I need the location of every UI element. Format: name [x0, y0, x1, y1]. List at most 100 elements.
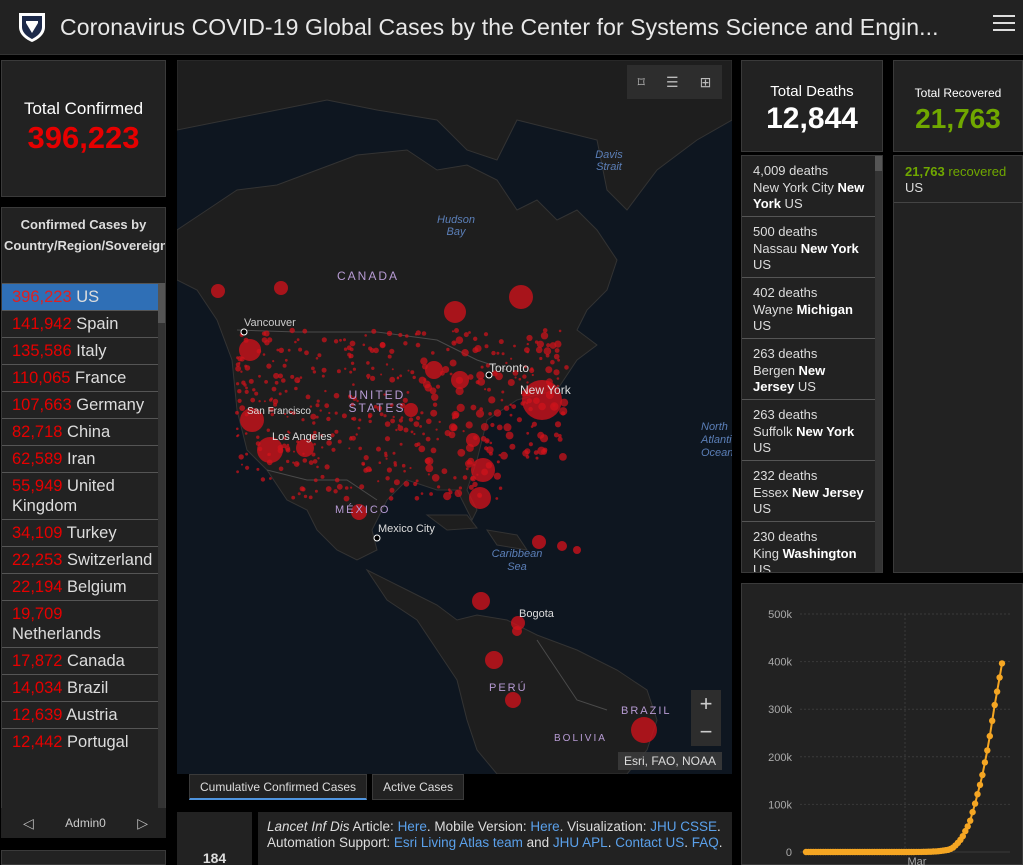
- lancet-text: Lancet Inf Dis: [267, 819, 350, 834]
- country-name: Portugal: [62, 733, 129, 751]
- data-point[interactable]: [976, 781, 984, 789]
- deaths-list-scrollbar[interactable]: [875, 156, 882, 572]
- total-recovered-value: 21,763: [915, 103, 1001, 134]
- jhu-apl-link[interactable]: JHU APL: [552, 835, 608, 850]
- data-point[interactable]: [986, 732, 993, 740]
- data-point[interactable]: [959, 833, 966, 840]
- death-count: 402 deaths: [753, 285, 818, 300]
- tab-cumulative-confirmed[interactable]: Cumulative Confirmed Cases: [189, 774, 368, 800]
- countries-count: 184: [177, 812, 252, 865]
- data-point[interactable]: [981, 759, 989, 766]
- list-item[interactable]: 34,109 Turkey: [2, 519, 159, 546]
- country-count: 12,442: [12, 733, 63, 751]
- hamburger-menu-icon[interactable]: [993, 15, 1015, 35]
- info-text: .: [718, 835, 723, 850]
- list-item[interactable]: 12,442 Portugal: [2, 728, 159, 755]
- list-item[interactable]: 402 deaths Wayne Michigan US: [742, 278, 876, 339]
- pager-prev-icon[interactable]: ◁: [23, 814, 34, 831]
- total-confirmed-panel: Total Confirmed 396,223: [1, 60, 166, 197]
- world-map[interactable]: Davis Strait Hudson Bay CANADA Vancouver…: [177, 60, 732, 774]
- list-item[interactable]: 22,253 Switzerland: [2, 546, 159, 573]
- data-point[interactable]: [964, 823, 971, 830]
- list-item[interactable]: 263 deaths Suffolk New York US: [742, 400, 876, 461]
- pager-next-icon[interactable]: ▷: [137, 814, 148, 831]
- map-label-san-francisco: San Francisco: [247, 406, 311, 417]
- info-text: .: [684, 835, 692, 850]
- death-country: US: [753, 501, 772, 516]
- total-deaths-value: 12,844: [766, 102, 858, 135]
- info-text: Article:: [349, 819, 398, 834]
- country-name: Iran: [62, 450, 96, 468]
- list-item[interactable]: 500 deaths Nassau New York US: [742, 217, 876, 278]
- death-place: Wayne: [753, 301, 797, 317]
- contact-us-link[interactable]: Contact US: [615, 835, 685, 850]
- article-link[interactable]: Here: [397, 819, 427, 834]
- death-count: 263 deaths: [753, 407, 818, 422]
- country-name: Austria: [62, 706, 118, 724]
- list-pager: ◁ Admin0 ▷: [1, 808, 166, 838]
- list-item[interactable]: 14,034 Brazil: [2, 674, 159, 701]
- data-point[interactable]: [991, 701, 998, 709]
- legend-list-icon[interactable]: ☰: [665, 73, 679, 90]
- country-name: Italy: [71, 342, 107, 360]
- list-item[interactable]: 263 deaths Bergen New Jersey US: [742, 339, 876, 400]
- list-item[interactable]: 141,942 Spain: [2, 310, 159, 337]
- list-item[interactable]: 55,949 United Kingdom: [2, 472, 159, 519]
- zoom-in-button[interactable]: +: [699, 691, 713, 716]
- country-count: 19,709: [12, 605, 63, 623]
- data-point[interactable]: [996, 674, 1003, 681]
- list-item[interactable]: 135,586 Italy: [2, 337, 159, 364]
- series-line: [806, 663, 1003, 853]
- data-point[interactable]: [979, 771, 986, 779]
- mobile-version-link[interactable]: Here: [530, 819, 560, 834]
- list-item[interactable]: 232 deaths Essex New Jersey US: [742, 461, 876, 522]
- recovered-list-panel: 21,763 recovered US: [893, 155, 1023, 573]
- list-item[interactable]: 19,709 Netherlands: [2, 600, 159, 647]
- recovered-suffix: recovered: [948, 164, 1007, 179]
- zoom-out-button[interactable]: −: [699, 719, 713, 744]
- basemap-gallery-icon[interactable]: ⊞: [699, 73, 712, 90]
- list-item[interactable]: 21,763 recovered US: [894, 156, 1022, 203]
- country-name: Turkey: [62, 524, 117, 542]
- faq-link[interactable]: FAQ: [691, 835, 719, 850]
- list-item[interactable]: 82,718 China: [2, 418, 159, 445]
- list-item[interactable]: 396,223 US: [2, 283, 159, 310]
- data-point[interactable]: [993, 688, 1001, 695]
- map-label-los-angeles: Los Angeles: [272, 431, 332, 443]
- country-name: US: [71, 288, 100, 306]
- country-count: 14,034: [12, 679, 63, 697]
- data-point[interactable]: [989, 717, 996, 724]
- death-state: New York: [753, 179, 865, 212]
- country-count: 12,639: [12, 706, 63, 724]
- data-point[interactable]: [984, 747, 991, 754]
- data-point[interactable]: [969, 808, 976, 816]
- country-name: China: [62, 423, 111, 441]
- country-count: 396,223: [12, 288, 72, 306]
- data-point[interactable]: [971, 800, 979, 807]
- list-item[interactable]: 22,194 Belgium: [2, 573, 159, 600]
- data-point[interactable]: [998, 660, 1006, 667]
- map-label-atlantic: North Atlantic Ocean: [701, 421, 732, 459]
- death-count: 232 deaths: [753, 468, 818, 483]
- jhu-csse-link[interactable]: JHU CSSE: [650, 819, 717, 834]
- chart-canvas: 0 100k 200k 300k 400k 500k Mar: [768, 609, 1010, 865]
- list-item[interactable]: 107,663 Germany: [2, 391, 159, 418]
- data-point[interactable]: [962, 827, 969, 835]
- data-point[interactable]: [974, 791, 981, 798]
- list-item[interactable]: 62,589 Iran: [2, 445, 159, 472]
- country-list-panel: Confirmed Cases by Country/Region/Sovere…: [1, 207, 166, 812]
- list-item[interactable]: 230 deaths King Washington US: [742, 522, 876, 572]
- tab-active-cases[interactable]: Active Cases: [372, 774, 465, 800]
- list-item[interactable]: 17,872 Canada: [2, 647, 159, 674]
- list-item[interactable]: 110,065 France: [2, 364, 159, 391]
- list-item[interactable]: 12,639 Austria: [2, 701, 159, 728]
- list-item[interactable]: 4,009 deaths New York City New York US: [742, 156, 876, 217]
- esri-living-atlas-link[interactable]: Esri Living Atlas team: [393, 835, 523, 850]
- bookmark-icon[interactable]: ⌑: [637, 73, 645, 90]
- data-point[interactable]: [967, 817, 974, 824]
- country-list-scrollbar[interactable]: [158, 283, 165, 811]
- confirmed-cases-chart: 0 100k 200k 300k 400k 500k Mar: [741, 583, 1023, 865]
- info-text: . Visualization:: [559, 819, 651, 834]
- map-attribution: Esri, FAO, NOAA: [617, 752, 722, 770]
- map-label-bolivia: BOLIVIA: [554, 733, 607, 744]
